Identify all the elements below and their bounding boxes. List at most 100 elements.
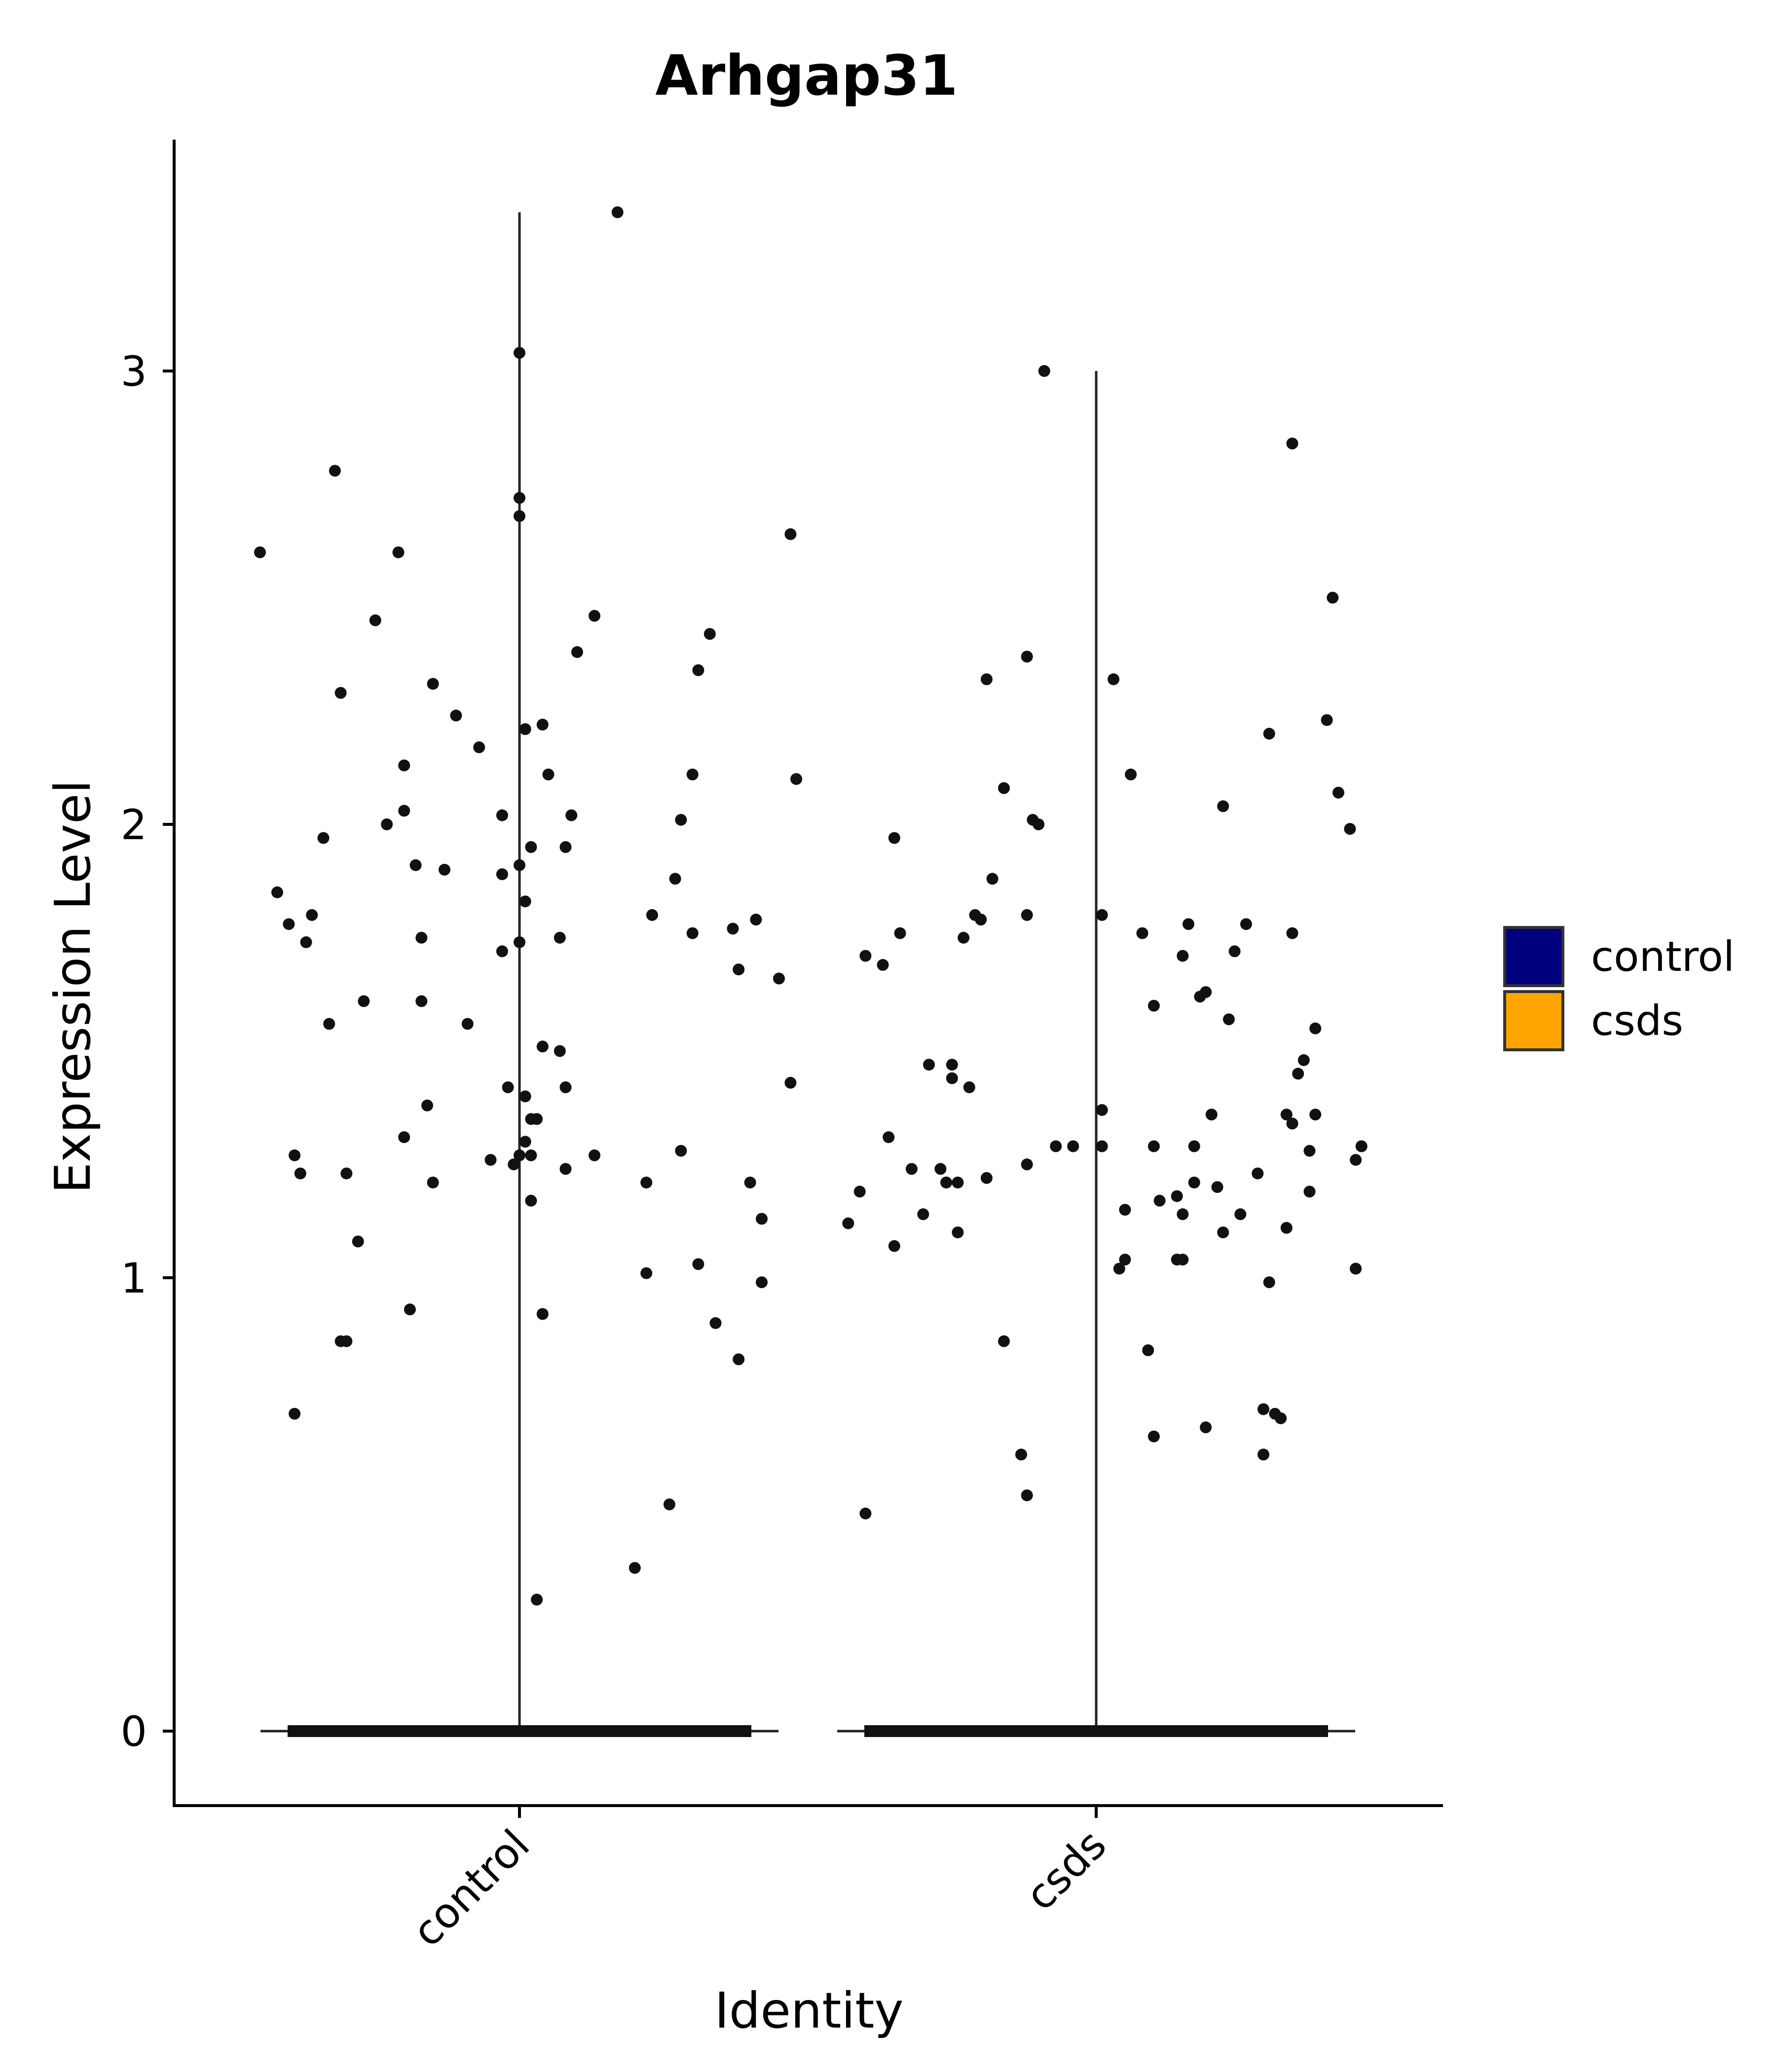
data-point xyxy=(525,841,537,853)
data-point xyxy=(975,914,987,925)
data-point xyxy=(1344,823,1356,835)
data-point xyxy=(1050,1140,1062,1152)
data-point xyxy=(1147,1430,1160,1443)
legend-item-csds: csds xyxy=(1503,990,1683,1051)
data-point xyxy=(289,1149,301,1161)
data-point xyxy=(1177,1208,1189,1221)
data-point xyxy=(398,1131,410,1144)
data-point xyxy=(1015,1448,1027,1461)
data-point xyxy=(519,1090,531,1103)
y-tick-label: 3 xyxy=(121,347,147,396)
data-point xyxy=(1309,1109,1322,1121)
data-point xyxy=(859,950,872,962)
data-point xyxy=(381,818,393,830)
data-point xyxy=(1200,986,1212,998)
data-point xyxy=(589,610,600,622)
data-point xyxy=(756,1276,768,1289)
data-point xyxy=(963,1081,975,1093)
data-point xyxy=(398,805,410,817)
data-point xyxy=(686,768,699,780)
y-tick-label: 2 xyxy=(121,801,147,849)
data-point xyxy=(502,1081,514,1093)
data-point xyxy=(514,492,525,504)
legend-item-control: control xyxy=(1503,926,1735,987)
data-point xyxy=(1177,950,1189,962)
data-point xyxy=(404,1303,416,1316)
data-point xyxy=(958,931,970,944)
data-point xyxy=(940,1177,953,1188)
data-point xyxy=(1021,1158,1033,1171)
data-point xyxy=(686,927,699,939)
legend-swatch xyxy=(1503,926,1564,987)
zero-points-control xyxy=(288,1725,751,1737)
data-point xyxy=(640,1267,653,1279)
data-point xyxy=(554,931,566,944)
data-point xyxy=(1119,1254,1131,1266)
data-point xyxy=(675,1145,687,1157)
data-point xyxy=(289,1407,301,1420)
data-point xyxy=(663,1498,675,1511)
data-point xyxy=(1108,673,1120,685)
data-point xyxy=(1234,1208,1247,1221)
data-point xyxy=(1147,999,1160,1012)
data-point xyxy=(842,1217,854,1229)
x-axis-label: Identity xyxy=(714,1982,903,2039)
data-point xyxy=(340,1335,353,1347)
legend-label: control xyxy=(1591,932,1735,981)
points-csds xyxy=(842,365,1368,1519)
data-point xyxy=(559,1081,572,1093)
data-point xyxy=(1147,1140,1160,1152)
data-point xyxy=(398,759,410,772)
data-point xyxy=(669,873,681,885)
data-point xyxy=(254,546,266,558)
data-point xyxy=(1309,1022,1322,1035)
data-point xyxy=(1217,800,1229,813)
data-point xyxy=(1096,909,1108,921)
data-point xyxy=(894,927,906,939)
legend-label: csds xyxy=(1591,997,1683,1045)
data-point xyxy=(1125,768,1137,780)
data-point xyxy=(1096,1104,1108,1116)
data-point xyxy=(496,945,508,958)
data-point xyxy=(1280,1109,1293,1121)
data-point xyxy=(917,1208,929,1221)
data-point xyxy=(1263,1276,1275,1289)
x-ticks: control csds xyxy=(403,1806,1115,1956)
data-point xyxy=(473,741,485,753)
data-point xyxy=(733,1353,745,1366)
data-point xyxy=(733,963,745,976)
y-ticks: 0 1 2 3 xyxy=(121,347,174,1756)
data-point xyxy=(415,995,428,1007)
data-point xyxy=(329,465,341,477)
x-tick-label: control xyxy=(403,1820,539,1956)
data-point xyxy=(461,1018,474,1030)
data-point xyxy=(1177,1254,1189,1266)
data-point xyxy=(542,768,555,780)
data-point xyxy=(692,664,704,676)
data-point xyxy=(1286,927,1298,939)
data-point xyxy=(859,1507,872,1519)
data-point xyxy=(1021,1489,1033,1502)
data-point xyxy=(1327,592,1339,604)
y-axis-label: Expression Level xyxy=(44,780,102,1194)
data-point xyxy=(784,528,797,540)
data-point xyxy=(692,1258,704,1270)
data-point xyxy=(980,1172,993,1184)
data-point xyxy=(525,1194,537,1207)
data-point xyxy=(1321,714,1333,726)
data-point xyxy=(946,1059,958,1071)
data-point xyxy=(629,1562,641,1574)
data-point xyxy=(294,1167,306,1180)
data-point xyxy=(1275,1412,1287,1424)
data-point xyxy=(415,931,428,944)
data-point xyxy=(888,1240,900,1252)
data-point xyxy=(554,1045,566,1057)
data-point xyxy=(427,678,439,690)
data-point xyxy=(514,936,525,948)
data-point xyxy=(790,773,803,785)
data-point xyxy=(905,1163,918,1175)
data-point xyxy=(744,1177,756,1188)
data-point xyxy=(946,1072,958,1084)
data-point xyxy=(392,546,405,558)
data-point xyxy=(1350,1262,1362,1275)
